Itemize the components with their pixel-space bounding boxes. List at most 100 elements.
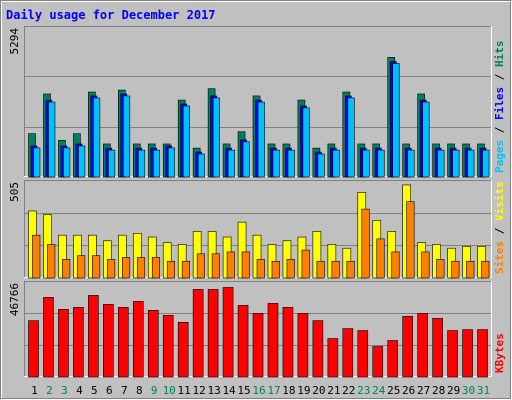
bar-kbytes [432,317,443,378]
x-label-day-24: 24 [372,384,386,397]
x-label-day-30: 30 [462,384,475,397]
x-label-day-12: 12 [193,384,206,397]
day-26-bars [402,184,415,279]
legend-separator: / [493,221,506,241]
bar-sites [421,251,430,279]
bar-sites [196,253,205,279]
bar-pages [392,63,400,178]
day-9-bars [147,143,161,178]
bar-pages [347,97,355,178]
bars [28,184,490,279]
day-24-bars [372,346,384,378]
bar-sites [151,257,161,279]
day-23-bars [357,330,369,378]
bar-kbytes [88,295,99,378]
day-11-bars [177,244,190,279]
x-label-day-3: 3 [61,384,68,397]
panel-visits-sites: 505 Sites / Visits [8,180,506,279]
bar-kbytes [477,329,488,378]
bar-kbytes [312,320,324,378]
day-9-bars [147,310,159,378]
day-18-bars [282,143,295,178]
day-22-bars [342,328,354,378]
bar-pages [152,149,161,178]
bar-sites [331,260,340,279]
bar-kbytes [192,289,204,378]
day-28-bars [432,244,445,279]
day-1-bars [28,320,39,378]
day-3-bars [58,140,71,178]
bar-sites [47,244,56,279]
bar-pages [407,149,415,178]
bar-pages [137,149,146,178]
x-label-day-10: 10 [163,384,176,397]
bar-kbytes [103,304,114,378]
x-label-day-18: 18 [282,384,295,397]
day-20-bars [312,231,325,279]
day-16-bars [252,234,265,279]
legend-visits: Visits [493,181,506,221]
day-9-bars [147,236,161,279]
day-10-bars [162,242,176,279]
day-15-bars [237,221,250,279]
bar-pages [287,149,295,178]
x-label-day-1: 1 [31,384,38,397]
bar-sites [107,259,116,279]
day-24-bars [372,143,385,178]
bar-sites [122,257,131,279]
bar-pages [482,149,490,178]
legend: Pages / Files / Hits [493,41,506,174]
day-1-bars [28,133,41,178]
day-4-bars [73,234,86,279]
bar-pages [422,101,430,178]
x-label-day-16: 16 [252,384,265,397]
bar-kbytes [282,307,294,378]
day-27-bars [417,242,430,279]
x-label-day-11: 11 [178,384,191,397]
legend-hits: Hits [493,41,506,68]
bar-pages [377,149,385,178]
day-6-bars [103,240,116,279]
bar-sites [271,260,280,279]
bar-sites [301,249,310,279]
bar-pages [362,149,370,178]
bar-pages [242,141,250,178]
bar-kbytes [402,315,413,378]
day-4-bars [73,307,84,378]
x-label-day-31: 31 [477,384,490,397]
day-20-bars [312,147,325,178]
day-4-bars [73,133,86,178]
bar-kbytes [342,328,354,378]
bar-sites [62,259,71,279]
legend-pages: Pages [493,140,506,173]
day-20-bars [312,320,324,378]
day-11-bars [177,99,190,178]
day-19-bars [297,236,310,279]
bar-kbytes [237,305,249,378]
legend-separator: / [493,67,506,87]
bar-pages [227,149,235,178]
day-5-bars [88,91,101,178]
x-label-day-22: 22 [342,384,355,397]
day-19-bars [297,99,310,178]
day-30-bars [462,246,475,279]
bar-kbytes [462,329,473,378]
day-8-bars [132,301,144,378]
x-label-day-26: 26 [402,384,415,397]
day-30-bars [462,329,473,378]
bar-kbytes [28,320,39,378]
day-30-bars [462,143,475,178]
day-15-bars [237,305,249,378]
day-23-bars [357,192,370,279]
day-26-bars [402,315,413,378]
day-27-bars [417,93,430,178]
legend: Sites / Visits [493,181,506,274]
day-13-bars [207,231,220,279]
bar-pages [93,97,101,178]
bar-sites [211,253,220,279]
day-19-bars [297,313,309,378]
x-label-day-15: 15 [237,384,250,397]
bar-pages [212,97,220,178]
bar-kbytes [162,315,174,378]
